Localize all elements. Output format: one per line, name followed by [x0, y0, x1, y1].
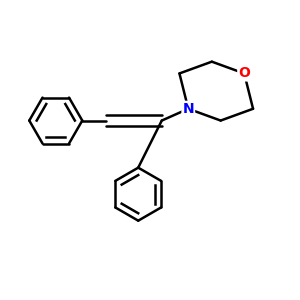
- Text: N: N: [182, 102, 194, 116]
- Text: O: O: [238, 66, 250, 80]
